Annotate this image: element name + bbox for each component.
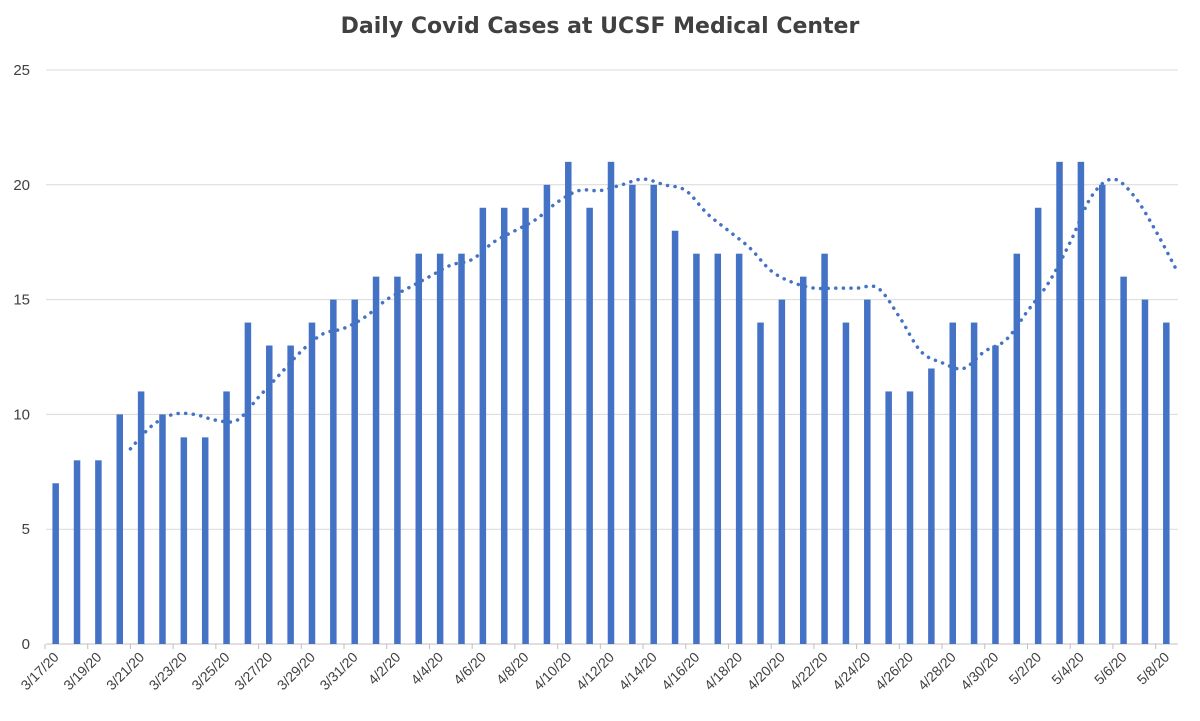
bar bbox=[500, 207, 508, 644]
bar bbox=[607, 161, 615, 644]
bar bbox=[757, 322, 764, 644]
x-tick-label: 5/8/20 bbox=[1134, 649, 1173, 688]
y-tick-label: 20 bbox=[13, 177, 30, 194]
bar bbox=[330, 299, 337, 644]
y-axis: 0 5 10 15 20 25 bbox=[13, 62, 30, 653]
x-tick-label: 4/4/20 bbox=[407, 649, 446, 688]
x-tick-label: 4/24/20 bbox=[829, 649, 873, 693]
bar bbox=[458, 253, 465, 644]
bar bbox=[992, 345, 999, 644]
x-tick-label: 4/16/20 bbox=[658, 649, 702, 693]
bar bbox=[52, 483, 59, 644]
bar bbox=[885, 391, 892, 644]
x-tick-label: 4/8/20 bbox=[493, 649, 532, 688]
y-tick-label: 10 bbox=[13, 406, 30, 423]
x-tick-label: 4/10/20 bbox=[530, 649, 574, 693]
bar bbox=[1141, 299, 1149, 644]
bar bbox=[159, 414, 166, 644]
x-tick-label: 3/31/20 bbox=[316, 649, 360, 693]
bar bbox=[1034, 207, 1042, 644]
bar bbox=[244, 322, 252, 644]
bar bbox=[928, 368, 935, 644]
moving-average-line bbox=[128, 177, 1179, 451]
y-tick-label: 15 bbox=[13, 292, 30, 309]
x-tick-label: 5/6/20 bbox=[1091, 649, 1130, 688]
bar bbox=[1163, 322, 1170, 644]
x-tick-label: 3/25/20 bbox=[188, 649, 232, 693]
x-tick-label: 4/14/20 bbox=[615, 649, 659, 693]
bar bbox=[180, 437, 188, 644]
x-tick-label: 3/29/20 bbox=[274, 649, 318, 693]
bar bbox=[778, 299, 786, 644]
x-tick-label: 4/2/20 bbox=[365, 649, 404, 688]
bar bbox=[735, 253, 743, 644]
bar bbox=[1077, 161, 1085, 644]
y-tick-label: 0 bbox=[22, 636, 30, 653]
x-tick-label: 4/30/20 bbox=[957, 649, 1001, 693]
x-tick-label: 3/19/20 bbox=[60, 649, 104, 693]
bar bbox=[864, 299, 871, 644]
x-tick-label: 4/18/20 bbox=[701, 649, 745, 693]
x-tick-label: 4/12/20 bbox=[573, 649, 617, 693]
bar bbox=[565, 161, 572, 644]
bar bbox=[842, 322, 850, 644]
bar bbox=[970, 322, 978, 644]
bar bbox=[436, 253, 444, 644]
bar bbox=[821, 253, 828, 644]
bar bbox=[693, 253, 700, 644]
bar bbox=[308, 322, 316, 644]
bar bbox=[73, 460, 81, 644]
bar bbox=[116, 414, 124, 644]
x-tick-label: 3/23/20 bbox=[146, 649, 190, 693]
bar bbox=[137, 391, 145, 644]
x-tick-label: 4/28/20 bbox=[915, 649, 959, 693]
x-tick-label: 3/27/20 bbox=[231, 649, 275, 693]
bar bbox=[95, 460, 102, 644]
bar bbox=[629, 184, 636, 645]
bar bbox=[1056, 161, 1063, 644]
bar bbox=[906, 391, 914, 644]
bar bbox=[799, 276, 807, 644]
bar bbox=[1013, 253, 1021, 644]
trendline-series bbox=[128, 177, 1179, 451]
x-tick-label: 4/20/20 bbox=[744, 649, 788, 693]
bar bbox=[586, 207, 593, 644]
bar bbox=[650, 184, 657, 645]
chart-title: Daily Covid Cases at UCSF Medical Center bbox=[340, 14, 860, 39]
bar bbox=[266, 345, 273, 644]
bar bbox=[223, 391, 230, 644]
x-tick-label: 4/6/20 bbox=[450, 649, 489, 688]
bar bbox=[415, 253, 423, 644]
x-tick-label: 5/4/20 bbox=[1048, 649, 1087, 688]
y-tick-label: 5 bbox=[22, 521, 30, 538]
bar bbox=[201, 437, 209, 644]
x-tick-label: 5/2/20 bbox=[1005, 649, 1044, 688]
bar bbox=[479, 207, 487, 644]
x-tick-label: 3/21/20 bbox=[103, 649, 147, 693]
bar bbox=[372, 276, 380, 644]
bar bbox=[394, 276, 401, 644]
x-tick-label: 4/22/20 bbox=[786, 649, 830, 693]
x-tick-label: 4/26/20 bbox=[872, 649, 916, 693]
bar bbox=[1098, 184, 1106, 645]
bar bbox=[543, 184, 551, 645]
y-tick-label: 25 bbox=[13, 62, 30, 79]
bar bbox=[1120, 276, 1127, 644]
x-tick-label: 3/17/20 bbox=[17, 649, 61, 693]
bar bbox=[671, 230, 679, 644]
bar bbox=[522, 207, 529, 644]
bar bbox=[714, 253, 722, 644]
x-axis: 3/17/203/19/203/21/203/23/203/25/203/27/… bbox=[17, 644, 1173, 693]
bar-series bbox=[52, 161, 1170, 645]
bar bbox=[351, 299, 358, 644]
bar bbox=[949, 322, 956, 644]
bar bbox=[287, 345, 294, 644]
